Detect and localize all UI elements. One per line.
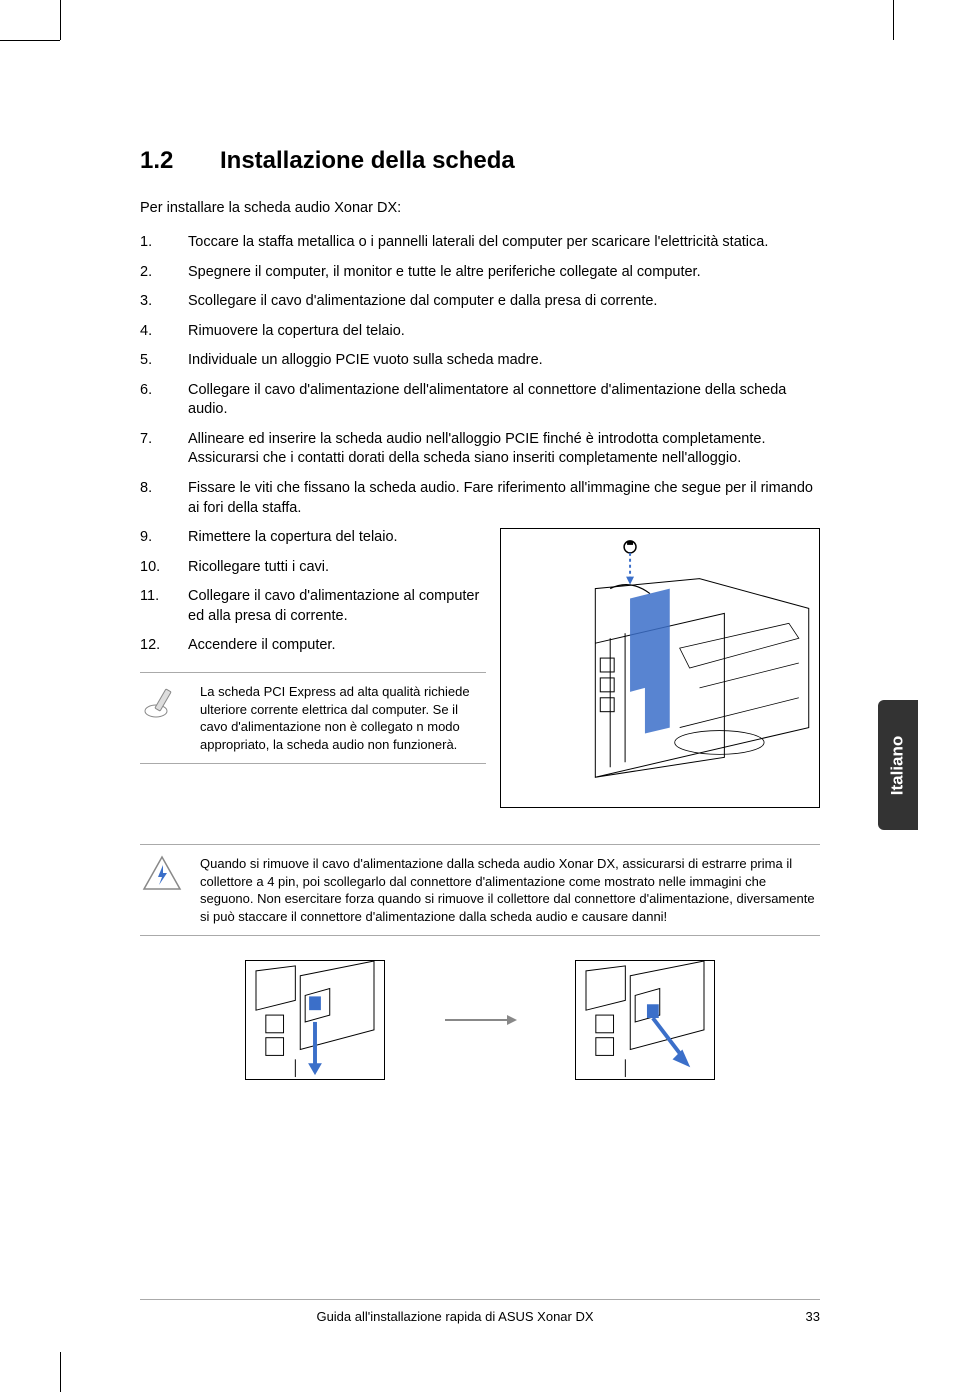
right-column [500,528,820,808]
step-item: Fissare le viti che fissano la scheda au… [140,479,820,518]
note-text: La scheda PCI Express ad alta qualità ri… [200,683,486,753]
crop-mark [0,40,60,41]
crop-mark [60,1352,61,1392]
page-content: 1.2Installazione della scheda Per instal… [140,145,820,1080]
arrow-icon [445,1019,515,1021]
removal-diagram-row [140,960,820,1080]
section-number: 1.2 [140,145,220,177]
pencil-icon [140,683,184,723]
left-column: Rimettere la copertura del telaio. Ricoll… [140,528,486,764]
footer-title: Guida all'installazione rapida di ASUS X… [140,1308,770,1326]
step-item: Individuale un alloggio PCIE vuoto sulla… [140,351,820,371]
installation-diagram [500,528,820,808]
step-item: Allineare ed inserire la scheda audio ne… [140,430,820,469]
step-item: Spegnere il computer, il monitor e tutte… [140,263,820,283]
steps-list-continued: Rimettere la copertura del telaio. Ricoll… [140,528,486,656]
lightning-icon [140,855,184,899]
step-item: Accendere il computer. [140,636,486,656]
step-item: Collegare il cavo d'alimentazione al com… [140,587,486,626]
step-item: Rimuovere la copertura del telaio. [140,322,820,342]
warning-box: Quando si rimuove il cavo d'alimentazion… [140,844,820,936]
removal-diagram-1 [245,960,385,1080]
step-item: Scollegare il cavo d'alimentazione dal c… [140,292,820,312]
step-item: Toccare la staffa metallica o i pannelli… [140,233,820,253]
page-footer: Guida all'installazione rapida di ASUS X… [140,1299,820,1326]
warning-text: Quando si rimuove il cavo d'alimentazion… [200,855,820,925]
note-box: La scheda PCI Express ad alta qualità ri… [140,672,486,764]
step-item: Rimettere la copertura del telaio. [140,528,486,548]
footer-page-number: 33 [770,1308,820,1326]
step-item: Ricollegare tutti i cavi. [140,558,486,578]
removal-diagram-2 [575,960,715,1080]
section-heading: 1.2Installazione della scheda [140,145,820,177]
crop-mark [893,0,894,40]
intro-text: Per installare la scheda audio Xonar DX: [140,199,820,219]
section-title: Installazione della scheda [220,147,515,174]
step-item: Collegare il cavo d'alimentazione dell'a… [140,381,820,420]
steps-list: Toccare la staffa metallica o i pannelli… [140,233,820,518]
two-column-section: Rimettere la copertura del telaio. Ricoll… [140,528,820,808]
language-tab: Italiano [878,700,918,830]
crop-mark [60,0,61,40]
language-label: Italiano [887,735,910,795]
